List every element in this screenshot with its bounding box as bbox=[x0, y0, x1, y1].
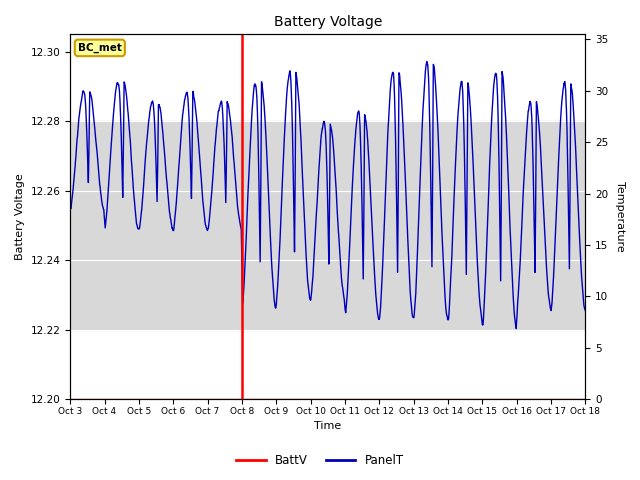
Bar bbox=[70, 121, 586, 330]
X-axis label: Time: Time bbox=[314, 421, 341, 432]
Text: BC_met: BC_met bbox=[78, 43, 122, 53]
Legend: BattV, PanelT: BattV, PanelT bbox=[232, 449, 408, 472]
Title: Battery Voltage: Battery Voltage bbox=[273, 15, 382, 29]
Y-axis label: Temperature: Temperature bbox=[615, 181, 625, 252]
Y-axis label: Battery Voltage: Battery Voltage bbox=[15, 173, 25, 260]
